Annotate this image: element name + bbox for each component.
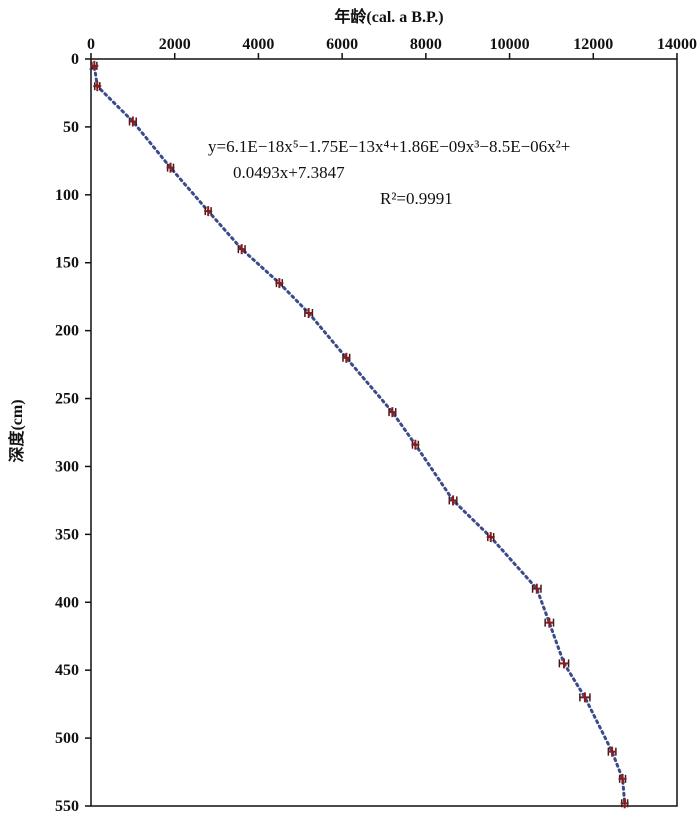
y-tick-label: 200 bbox=[55, 323, 79, 340]
trendline-equation: y=6.1E−18x⁵−1.75E−13x⁴+1.86E−09x³−8.5E−0… bbox=[208, 137, 570, 208]
data-point bbox=[620, 798, 629, 809]
y-tick-label: 0 bbox=[71, 51, 79, 68]
x-tick-label: 12000 bbox=[573, 36, 613, 53]
data-point bbox=[304, 307, 314, 318]
y-tick-label: 550 bbox=[55, 798, 79, 815]
data-point bbox=[128, 116, 137, 127]
y-tick-label: 350 bbox=[55, 526, 79, 543]
equation-line-2: 0.0493x+7.3847 bbox=[233, 163, 345, 182]
data-point bbox=[237, 244, 246, 255]
x-tick-label: 2000 bbox=[159, 36, 191, 53]
data-point bbox=[166, 162, 175, 173]
data-point bbox=[558, 658, 570, 669]
equation-line-1: y=6.1E−18x⁵−1.75E−13x⁴+1.86E−09x³−8.5E−0… bbox=[208, 137, 570, 156]
data-point bbox=[607, 746, 617, 757]
y-tick-label: 500 bbox=[55, 730, 79, 747]
data-point bbox=[204, 206, 213, 217]
x-tick-label: 10000 bbox=[490, 36, 530, 53]
plot-area-frame bbox=[90, 58, 678, 807]
data-point bbox=[531, 583, 542, 594]
y-tick-label: 250 bbox=[55, 391, 79, 408]
y-tick-label: 450 bbox=[55, 662, 79, 679]
data-point bbox=[448, 495, 458, 506]
data-point bbox=[388, 407, 397, 418]
x-tick-label: 4000 bbox=[242, 36, 274, 53]
axis-ticks: 0 2000 4000 6000 8000 10000 12000 14000 0 50 100 15… bbox=[55, 36, 697, 815]
polynomial-trendline bbox=[89, 62, 627, 805]
y-tick-label: 50 bbox=[63, 119, 79, 136]
x-tick-label: 14000 bbox=[657, 36, 697, 53]
data-point bbox=[275, 278, 284, 289]
data-point bbox=[93, 81, 102, 92]
y-tick-label: 400 bbox=[55, 594, 79, 611]
y-tick-label: 150 bbox=[55, 255, 79, 272]
data-points bbox=[90, 60, 629, 809]
y-tick-label: 300 bbox=[55, 458, 79, 475]
data-point bbox=[486, 532, 495, 543]
r-squared-label: R²=0.9991 bbox=[380, 189, 453, 208]
data-point bbox=[544, 617, 555, 628]
data-point bbox=[90, 60, 99, 71]
x-tick-label: 8000 bbox=[410, 36, 442, 53]
x-axis-title: 年龄(cal. a B.P.) bbox=[334, 7, 443, 26]
data-point bbox=[579, 692, 591, 703]
data-point bbox=[618, 773, 627, 784]
x-tick-label: 0 bbox=[87, 36, 95, 53]
y-axis-title: 深度(cm) bbox=[7, 399, 26, 462]
data-point bbox=[342, 352, 351, 363]
x-tick-label: 6000 bbox=[326, 36, 358, 53]
data-point bbox=[411, 439, 420, 450]
y-tick-label: 100 bbox=[55, 187, 79, 204]
